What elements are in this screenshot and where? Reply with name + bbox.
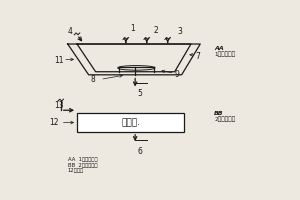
Text: 4: 4 (68, 27, 73, 36)
Text: 13: 13 (54, 101, 63, 110)
Text: BB  2次混合搅拌: BB 2次混合搅拌 (68, 163, 97, 168)
Bar (77, 113, 184, 132)
Text: 12: 12 (49, 118, 58, 127)
Text: 8: 8 (91, 75, 96, 84)
Text: 7: 7 (196, 52, 200, 61)
Text: AA  1次混合搅拌: AA 1次混合搅拌 (68, 157, 97, 162)
Text: 9: 9 (175, 70, 179, 79)
Text: AA: AA (214, 46, 224, 51)
Text: BB: BB (214, 111, 224, 116)
Text: 12混合机: 12混合机 (68, 168, 84, 173)
Text: 1次混合搅拌: 1次混合搅拌 (214, 52, 235, 57)
Text: 11: 11 (54, 56, 63, 65)
Text: 5: 5 (137, 89, 142, 98)
Text: 2次混合搅拌: 2次混合搅拌 (214, 116, 236, 122)
Text: 6: 6 (137, 147, 142, 156)
Text: 2: 2 (154, 26, 158, 35)
Text: 3: 3 (177, 27, 182, 36)
Text: 混合机.: 混合机. (121, 118, 140, 127)
Text: 1: 1 (130, 24, 135, 33)
